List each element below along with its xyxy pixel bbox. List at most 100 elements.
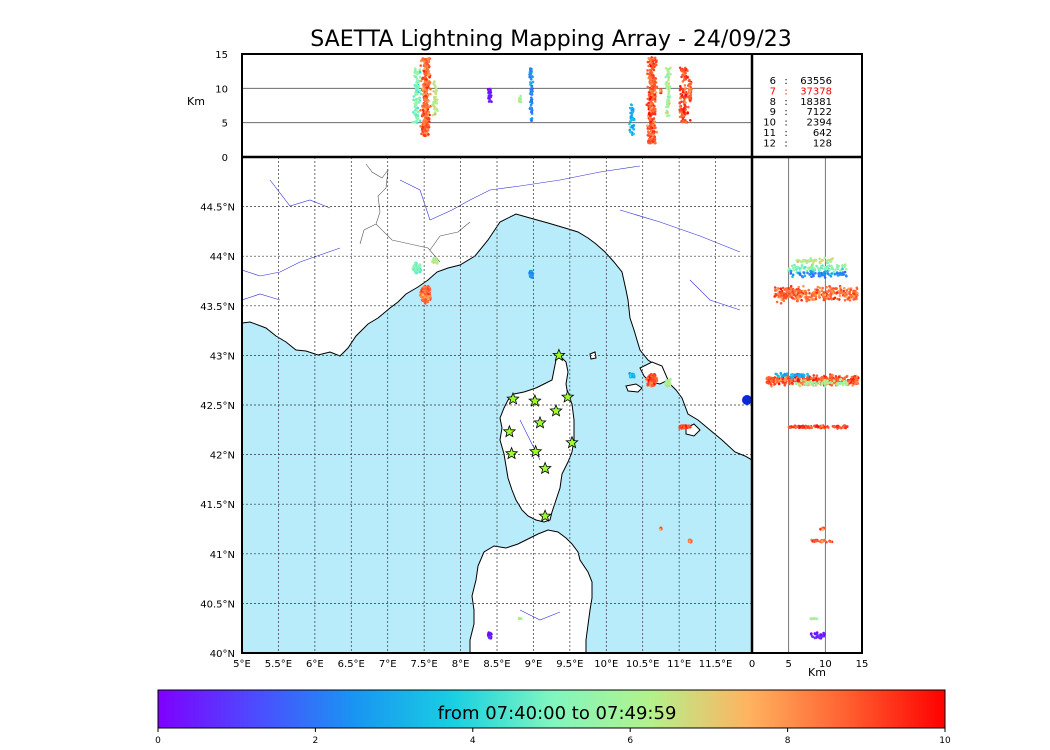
top-source-point	[648, 105, 652, 108]
side-source-point	[819, 378, 823, 381]
side-source-point	[822, 298, 826, 302]
top-source-point	[681, 73, 684, 77]
side-source-point	[831, 257, 834, 260]
top-source-point	[414, 75, 418, 79]
side-source-point	[835, 382, 838, 386]
map-source-point	[646, 376, 650, 380]
top-source-point	[629, 118, 633, 122]
top-source-point	[427, 81, 431, 84]
side-source-point	[830, 266, 834, 270]
side-source-point	[817, 272, 820, 275]
top-source-point	[418, 119, 422, 122]
top-source-point	[426, 103, 429, 107]
side-source-point	[781, 377, 784, 381]
map-source-point	[418, 268, 421, 272]
side-source-point	[801, 383, 804, 386]
side-source-point	[839, 286, 842, 290]
side-source-point	[767, 378, 771, 382]
side-source-point	[806, 378, 810, 382]
side-source-point	[826, 269, 829, 273]
top-source-point	[434, 106, 437, 110]
top-source-point	[432, 104, 436, 108]
count-separator: :	[784, 76, 787, 87]
side-source-point	[843, 299, 847, 302]
top-source-point	[425, 128, 429, 131]
top-source-point	[651, 112, 655, 116]
map-x-tick-label: 9°E	[525, 659, 543, 670]
map-y-tick-label: 44°N	[210, 252, 235, 263]
top-source-point	[669, 66, 672, 70]
border-lines	[359, 163, 471, 263]
side-source-point	[782, 295, 785, 298]
top-source-point	[688, 90, 691, 93]
side-source-point	[784, 373, 787, 376]
side-source-point	[805, 295, 808, 299]
count-value: 2394	[807, 118, 832, 129]
top-source-point	[653, 97, 657, 101]
side-source-point	[784, 377, 788, 380]
top-source-point	[648, 75, 651, 78]
side-source-point	[828, 376, 832, 380]
side-source-point	[820, 265, 824, 269]
side-source-point	[836, 425, 840, 429]
side-source-point	[800, 298, 803, 302]
top-source-point	[688, 82, 691, 86]
side-source-point	[823, 256, 827, 260]
station-star	[549, 403, 563, 417]
side-source-point	[789, 272, 793, 275]
map-panel: 5°E 5.5°E 6°E 6.5°E 7°E 7.5°E 8°E 8.5°E 9°E 9.5°E…	[200, 157, 752, 670]
top-source-point	[433, 97, 437, 101]
side-source-point	[827, 289, 830, 293]
top-source-point	[424, 76, 427, 80]
top-source-point	[652, 85, 655, 89]
top-source-point	[689, 119, 692, 122]
side-source-point	[784, 296, 788, 299]
top-source-point	[419, 109, 422, 112]
side-source-point	[790, 381, 794, 385]
island-capraia	[589, 351, 597, 360]
top-source-point	[648, 111, 651, 115]
side-source-point	[812, 376, 816, 380]
top-source-point	[428, 75, 431, 79]
side-source-point	[815, 291, 819, 294]
side-source-point	[836, 265, 839, 269]
side-source-point	[841, 267, 844, 271]
side-source-point	[775, 300, 779, 304]
land-sardinia	[469, 529, 593, 653]
top-source-point	[418, 76, 422, 79]
side-source-point	[787, 380, 791, 383]
side-source-point	[843, 270, 847, 274]
map-x-tick-label: 5.5°E	[265, 659, 292, 670]
top-source-point	[649, 100, 653, 103]
map-x-tick-label: 11.5°E	[699, 659, 733, 670]
top-source-point	[428, 120, 431, 123]
map-gridlines	[242, 157, 752, 653]
top-source-point	[529, 103, 533, 107]
map-source-point	[683, 425, 686, 429]
side-source-point	[797, 285, 800, 289]
top-source-point	[426, 108, 430, 111]
top-source-point	[413, 102, 417, 106]
side-source-point	[810, 376, 813, 380]
side-source-point	[842, 273, 845, 276]
top-source-point	[667, 105, 670, 108]
count-label: 6	[770, 76, 776, 87]
top-source-point	[646, 69, 649, 72]
side-source-point	[794, 289, 797, 293]
top-source-point	[490, 100, 493, 103]
side-source-point	[779, 287, 783, 291]
top-source-point	[683, 75, 687, 78]
side-source-point	[852, 294, 856, 298]
side-source-point	[793, 374, 796, 377]
side-source-point	[808, 273, 811, 276]
top-source-point	[632, 108, 635, 111]
side-source-point	[848, 292, 851, 296]
side-source-point	[798, 375, 802, 379]
map-source-point	[422, 285, 426, 289]
top-source-point	[654, 86, 658, 90]
side-source-point	[802, 259, 806, 263]
top-panel-y-tick-label: 10	[215, 84, 228, 95]
top-source-point	[684, 93, 687, 97]
side-source-point	[825, 285, 828, 289]
side-panel-x-tick-label: 5	[785, 659, 791, 670]
